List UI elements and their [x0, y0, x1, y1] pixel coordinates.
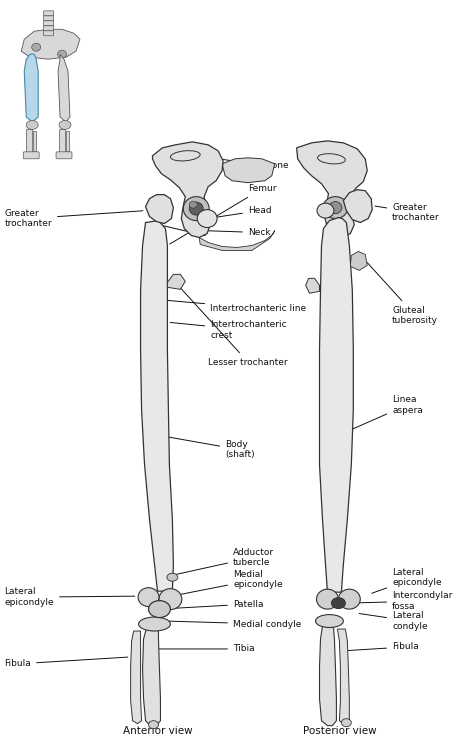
- Bar: [66, 131, 69, 151]
- Text: Greater
trochanter: Greater trochanter: [375, 203, 440, 222]
- Text: Intercondylar
fossa: Intercondylar fossa: [349, 591, 453, 610]
- Text: Hip bone: Hip bone: [221, 159, 289, 170]
- Text: Neck: Neck: [203, 228, 271, 237]
- FancyBboxPatch shape: [44, 26, 54, 31]
- Bar: [59, 129, 65, 153]
- Ellipse shape: [159, 589, 182, 610]
- Polygon shape: [199, 231, 275, 250]
- Polygon shape: [153, 142, 223, 238]
- FancyBboxPatch shape: [56, 152, 72, 159]
- Text: Lesser trochanter: Lesser trochanter: [177, 284, 288, 366]
- Text: Head: Head: [210, 206, 272, 218]
- Ellipse shape: [323, 197, 348, 218]
- Text: Fibula: Fibula: [4, 657, 128, 668]
- Ellipse shape: [329, 201, 342, 214]
- Ellipse shape: [148, 721, 158, 729]
- Text: Anterior view: Anterior view: [123, 726, 192, 736]
- Text: Adductor
tubercle: Adductor tubercle: [175, 548, 274, 575]
- Ellipse shape: [167, 574, 178, 581]
- Polygon shape: [319, 626, 337, 726]
- Text: Tibia: Tibia: [157, 645, 255, 653]
- Text: Linea
aspera: Linea aspera: [349, 395, 423, 431]
- Text: Intertrochanteric line: Intertrochanteric line: [168, 300, 306, 313]
- Ellipse shape: [316, 615, 343, 628]
- Polygon shape: [222, 158, 275, 183]
- Ellipse shape: [148, 601, 170, 618]
- FancyBboxPatch shape: [44, 31, 54, 36]
- Text: Lateral
epicondyle: Lateral epicondyle: [4, 588, 135, 607]
- Polygon shape: [21, 30, 80, 59]
- Ellipse shape: [197, 209, 217, 227]
- Ellipse shape: [338, 589, 360, 609]
- Bar: [33, 131, 36, 151]
- Polygon shape: [306, 278, 319, 293]
- Text: Body
(shaft): Body (shaft): [158, 435, 255, 460]
- Text: Gluteal
tuberosity: Gluteal tuberosity: [367, 263, 438, 325]
- Ellipse shape: [189, 202, 203, 215]
- Ellipse shape: [32, 43, 41, 51]
- Ellipse shape: [317, 203, 334, 218]
- Bar: [26, 129, 32, 153]
- Ellipse shape: [26, 121, 38, 130]
- Polygon shape: [58, 54, 70, 122]
- Polygon shape: [350, 252, 367, 270]
- Polygon shape: [297, 141, 367, 238]
- Text: Fibula: Fibula: [344, 642, 419, 651]
- Ellipse shape: [138, 617, 170, 631]
- Ellipse shape: [317, 589, 338, 609]
- Ellipse shape: [59, 121, 71, 130]
- Text: Intertrochanteric
crest: Intertrochanteric crest: [170, 320, 287, 340]
- Ellipse shape: [189, 201, 197, 208]
- Polygon shape: [131, 631, 142, 724]
- Ellipse shape: [57, 50, 66, 58]
- Polygon shape: [146, 195, 173, 223]
- Polygon shape: [343, 189, 372, 223]
- Ellipse shape: [331, 598, 346, 608]
- Text: Lateral
condyle: Lateral condyle: [359, 611, 428, 630]
- FancyBboxPatch shape: [44, 16, 54, 21]
- Ellipse shape: [341, 719, 351, 727]
- FancyBboxPatch shape: [44, 21, 54, 26]
- Polygon shape: [167, 275, 185, 289]
- Polygon shape: [24, 54, 38, 122]
- Text: Medial
epicondyle: Medial epicondyle: [174, 570, 283, 596]
- Polygon shape: [141, 221, 173, 591]
- Text: Medial condyle: Medial condyle: [168, 619, 301, 628]
- Text: Greater
trochanter: Greater trochanter: [4, 209, 143, 228]
- Text: Posterior view: Posterior view: [302, 726, 376, 736]
- Polygon shape: [337, 629, 349, 724]
- Polygon shape: [319, 218, 353, 592]
- Ellipse shape: [183, 197, 209, 221]
- FancyBboxPatch shape: [23, 152, 39, 159]
- Text: Femur: Femur: [170, 184, 276, 244]
- Ellipse shape: [138, 588, 159, 607]
- FancyBboxPatch shape: [44, 11, 54, 16]
- Polygon shape: [143, 628, 161, 726]
- Text: Lateral
epicondyle: Lateral epicondyle: [372, 568, 442, 593]
- Text: Patella: Patella: [162, 599, 264, 609]
